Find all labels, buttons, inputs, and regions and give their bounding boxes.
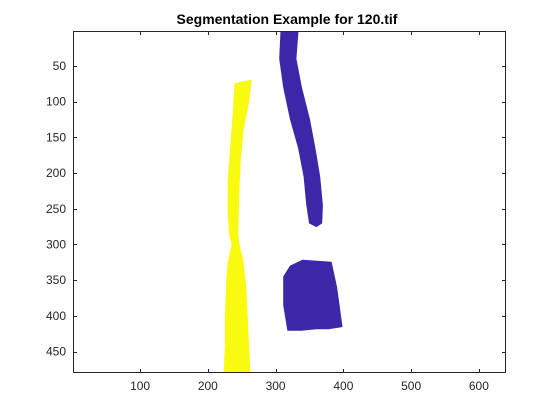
y-tick-label: 150 xyxy=(46,130,66,144)
x-tick-label: 600 xyxy=(469,379,489,393)
x-tick-label: 500 xyxy=(401,379,421,393)
y-tick-label: 450 xyxy=(46,345,66,359)
x-tick-label: 100 xyxy=(130,379,150,393)
y-tick-label: 250 xyxy=(46,202,66,216)
y-tick-label: 350 xyxy=(46,273,66,287)
x-tick-label: 300 xyxy=(266,379,286,393)
region-yellow-left xyxy=(223,79,252,373)
y-tick-label: 300 xyxy=(46,237,66,251)
y-tick-label: 200 xyxy=(46,166,66,180)
x-tick-label: 400 xyxy=(333,379,353,393)
region-blue-bottom xyxy=(283,259,343,331)
y-tick-label: 100 xyxy=(46,95,66,109)
x-tick-label: 200 xyxy=(198,379,218,393)
y-tick-label: 50 xyxy=(53,59,67,73)
axes-box xyxy=(73,31,506,373)
y-tick-label: 400 xyxy=(46,309,66,323)
chart-title: Segmentation Example for 120.tif xyxy=(177,11,398,27)
segmentation-regions xyxy=(223,31,343,373)
axes: 100 200 300 400 500 600 50 100 150 200 250 300 350 40… xyxy=(46,31,506,393)
plot-area xyxy=(73,31,506,373)
region-blue-top xyxy=(279,31,323,228)
